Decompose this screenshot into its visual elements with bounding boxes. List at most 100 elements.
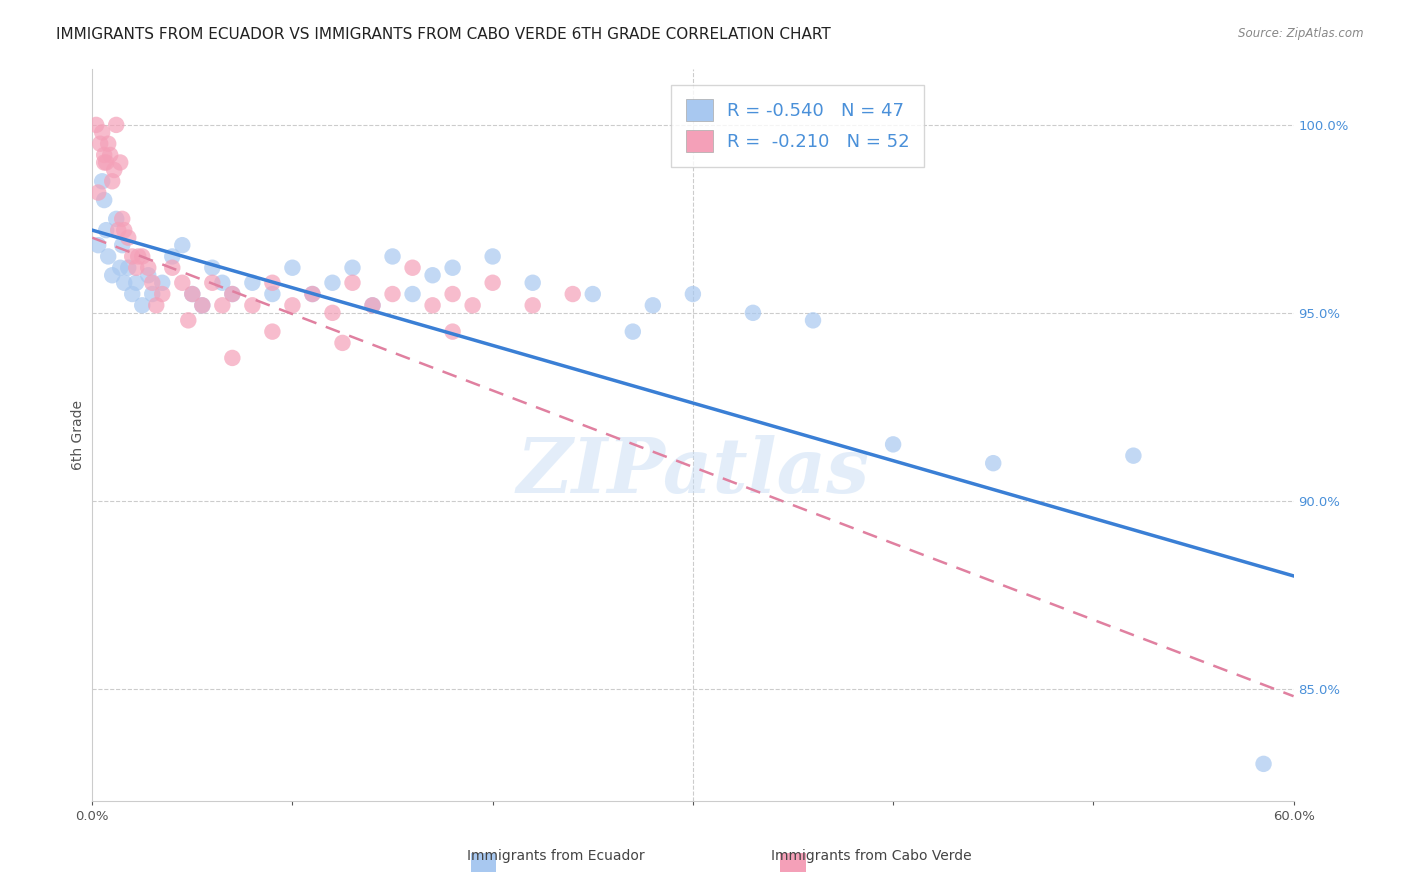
- Point: [93, 193, 115, 207]
- Point: [110, 155, 132, 169]
- Point: [422, 298, 444, 312]
- Legend: R = -0.540   N = 47, R =  -0.210   N = 52: R = -0.540 N = 47, R = -0.210 N = 52: [671, 85, 924, 167]
- Point: [361, 298, 384, 312]
- Point: [381, 287, 404, 301]
- Point: [381, 250, 404, 264]
- Point: [101, 174, 124, 188]
- Point: [121, 250, 143, 264]
- Point: [682, 287, 704, 301]
- Point: [641, 298, 664, 312]
- Point: [93, 155, 115, 169]
- Point: [91, 125, 114, 139]
- Point: [127, 250, 149, 264]
- Point: [522, 298, 544, 312]
- Point: [1253, 756, 1275, 771]
- Point: [136, 268, 159, 283]
- Point: [441, 287, 464, 301]
- Point: [112, 276, 135, 290]
- Point: [131, 298, 153, 312]
- Point: [162, 260, 184, 275]
- Text: Source: ZipAtlas.com: Source: ZipAtlas.com: [1239, 27, 1364, 40]
- Point: [981, 456, 1004, 470]
- Point: [301, 287, 323, 301]
- Point: [422, 268, 444, 283]
- Point: [97, 136, 120, 151]
- Point: [361, 298, 384, 312]
- Point: [561, 287, 583, 301]
- Point: [481, 276, 503, 290]
- Text: IMMIGRANTS FROM ECUADOR VS IMMIGRANTS FROM CABO VERDE 6TH GRADE CORRELATION CHAR: IMMIGRANTS FROM ECUADOR VS IMMIGRANTS FR…: [56, 27, 831, 42]
- Point: [131, 250, 153, 264]
- Point: [342, 276, 364, 290]
- Point: [87, 186, 110, 200]
- Point: [125, 276, 148, 290]
- Point: [441, 325, 464, 339]
- Point: [281, 298, 304, 312]
- Point: [117, 230, 139, 244]
- Text: ZIPatlas: ZIPatlas: [516, 434, 869, 508]
- Point: [441, 260, 464, 275]
- Point: [141, 287, 163, 301]
- Point: [321, 276, 343, 290]
- Point: [98, 148, 121, 162]
- Point: [145, 298, 167, 312]
- Y-axis label: 6th Grade: 6th Grade: [72, 400, 86, 470]
- Point: [191, 298, 214, 312]
- Point: [181, 287, 204, 301]
- Point: [181, 287, 204, 301]
- Point: [93, 148, 115, 162]
- Point: [201, 260, 224, 275]
- Point: [1122, 449, 1144, 463]
- Point: [112, 223, 135, 237]
- Point: [150, 287, 173, 301]
- Point: [582, 287, 605, 301]
- Point: [105, 211, 128, 226]
- Point: [221, 287, 243, 301]
- Point: [262, 287, 284, 301]
- Point: [111, 238, 134, 252]
- Point: [136, 260, 159, 275]
- Point: [481, 250, 503, 264]
- Point: [281, 260, 304, 275]
- Point: [97, 250, 120, 264]
- Point: [101, 268, 124, 283]
- Point: [96, 155, 118, 169]
- Point: [321, 306, 343, 320]
- Point: [401, 260, 423, 275]
- Point: [172, 238, 194, 252]
- Point: [461, 298, 484, 312]
- Point: [162, 250, 184, 264]
- Point: [211, 276, 233, 290]
- Point: [111, 211, 134, 226]
- Point: [89, 136, 111, 151]
- Point: [103, 163, 125, 178]
- Point: [262, 325, 284, 339]
- Point: [117, 260, 139, 275]
- Point: [96, 223, 118, 237]
- Point: [882, 437, 904, 451]
- Point: [221, 351, 243, 365]
- Point: [240, 298, 263, 312]
- Point: [522, 276, 544, 290]
- Point: [342, 260, 364, 275]
- Point: [110, 260, 132, 275]
- Point: [177, 313, 200, 327]
- Point: [191, 298, 214, 312]
- Point: [105, 118, 128, 132]
- Point: [201, 276, 224, 290]
- Point: [125, 260, 148, 275]
- Point: [91, 174, 114, 188]
- Point: [172, 276, 194, 290]
- Point: [301, 287, 323, 301]
- Point: [121, 287, 143, 301]
- Text: Immigrants from Cabo Verde: Immigrants from Cabo Verde: [772, 849, 972, 863]
- Point: [141, 276, 163, 290]
- Point: [84, 118, 107, 132]
- Point: [221, 287, 243, 301]
- Point: [801, 313, 824, 327]
- Point: [240, 276, 263, 290]
- Point: [150, 276, 173, 290]
- Point: [621, 325, 644, 339]
- Text: Immigrants from Ecuador: Immigrants from Ecuador: [467, 849, 644, 863]
- Point: [401, 287, 423, 301]
